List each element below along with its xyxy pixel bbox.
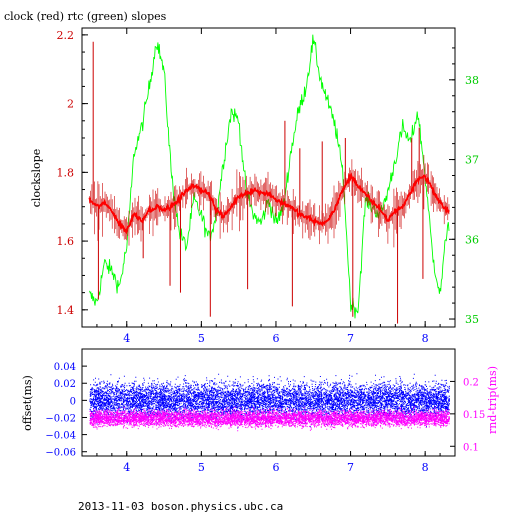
top-x-tick-label: 6 xyxy=(272,332,279,345)
top-plot-frame xyxy=(81,27,456,328)
top-y-tick-label: 1.8 xyxy=(57,166,75,179)
top-y2-tick-label: 37 xyxy=(465,154,479,167)
top-y-tick-label: 2 xyxy=(67,98,74,111)
top-y2-tick-label: 35 xyxy=(465,313,479,326)
top-plot-area: 4 5 6 7 8 1.4 1.6 1.8 2 2.2 35 36 37 38 xyxy=(57,28,479,345)
bottom-x-tick-label: 7 xyxy=(347,461,354,474)
bottom-y2-tick-label: 0.1 xyxy=(463,442,479,453)
bottom-plot-frame xyxy=(81,348,456,457)
chart-title: clock (red) rtc (green) slopes xyxy=(4,10,167,23)
bottom-plot-area: 4 5 6 7 8 0.04 0.02 0 −0.02 −0.04 −0.06 0.2 0.15 0.1 xyxy=(45,362,485,474)
bottom-y-tick-label: −0.06 xyxy=(45,448,76,459)
top-y-tick-label: 2.2 xyxy=(57,29,75,42)
bottom-y-tick-label: 0.04 xyxy=(54,362,76,373)
bottom-y-axis-label: offset(ms) xyxy=(21,375,34,431)
bottom-y2-axis-label: rnd-trip(ms) xyxy=(486,366,499,434)
top-y-tick-label: 1.6 xyxy=(57,235,75,248)
top-x-tick-label: 7 xyxy=(347,332,354,345)
top-x-tick-label: 5 xyxy=(198,332,205,345)
bottom-x-tick-label: 4 xyxy=(123,461,130,474)
top-y-axis-label: clockslope xyxy=(30,149,43,207)
bottom-y-tick-label: 0 xyxy=(70,396,76,407)
bottom-y-tick-label: 0.02 xyxy=(54,379,76,390)
top-y-tick-label: 1.4 xyxy=(57,304,75,317)
footer-text: 2013-11-03 boson.physics.ubc.ca xyxy=(78,500,283,512)
bottom-y-tick-label: −0.04 xyxy=(45,431,76,442)
top-y2-tick-label: 38 xyxy=(465,74,479,87)
bottom-y-tick-label: −0.02 xyxy=(45,413,76,424)
bottom-x-tick-label: 8 xyxy=(422,461,429,474)
bottom-x-tick-label: 6 xyxy=(272,461,279,474)
top-x-tick-label: 4 xyxy=(123,332,130,345)
bottom-y2-tick-label: 0.2 xyxy=(463,377,479,388)
clock-series-line xyxy=(88,171,450,235)
bottom-y2-tick-label: 0.15 xyxy=(463,410,485,421)
rtc-series-line xyxy=(89,34,450,319)
top-x-tick-label: 8 xyxy=(422,332,429,345)
bottom-x-tick-label: 5 xyxy=(198,461,205,474)
top-y2-tick-label: 36 xyxy=(465,233,479,246)
roundtrip-series-points xyxy=(89,406,450,432)
